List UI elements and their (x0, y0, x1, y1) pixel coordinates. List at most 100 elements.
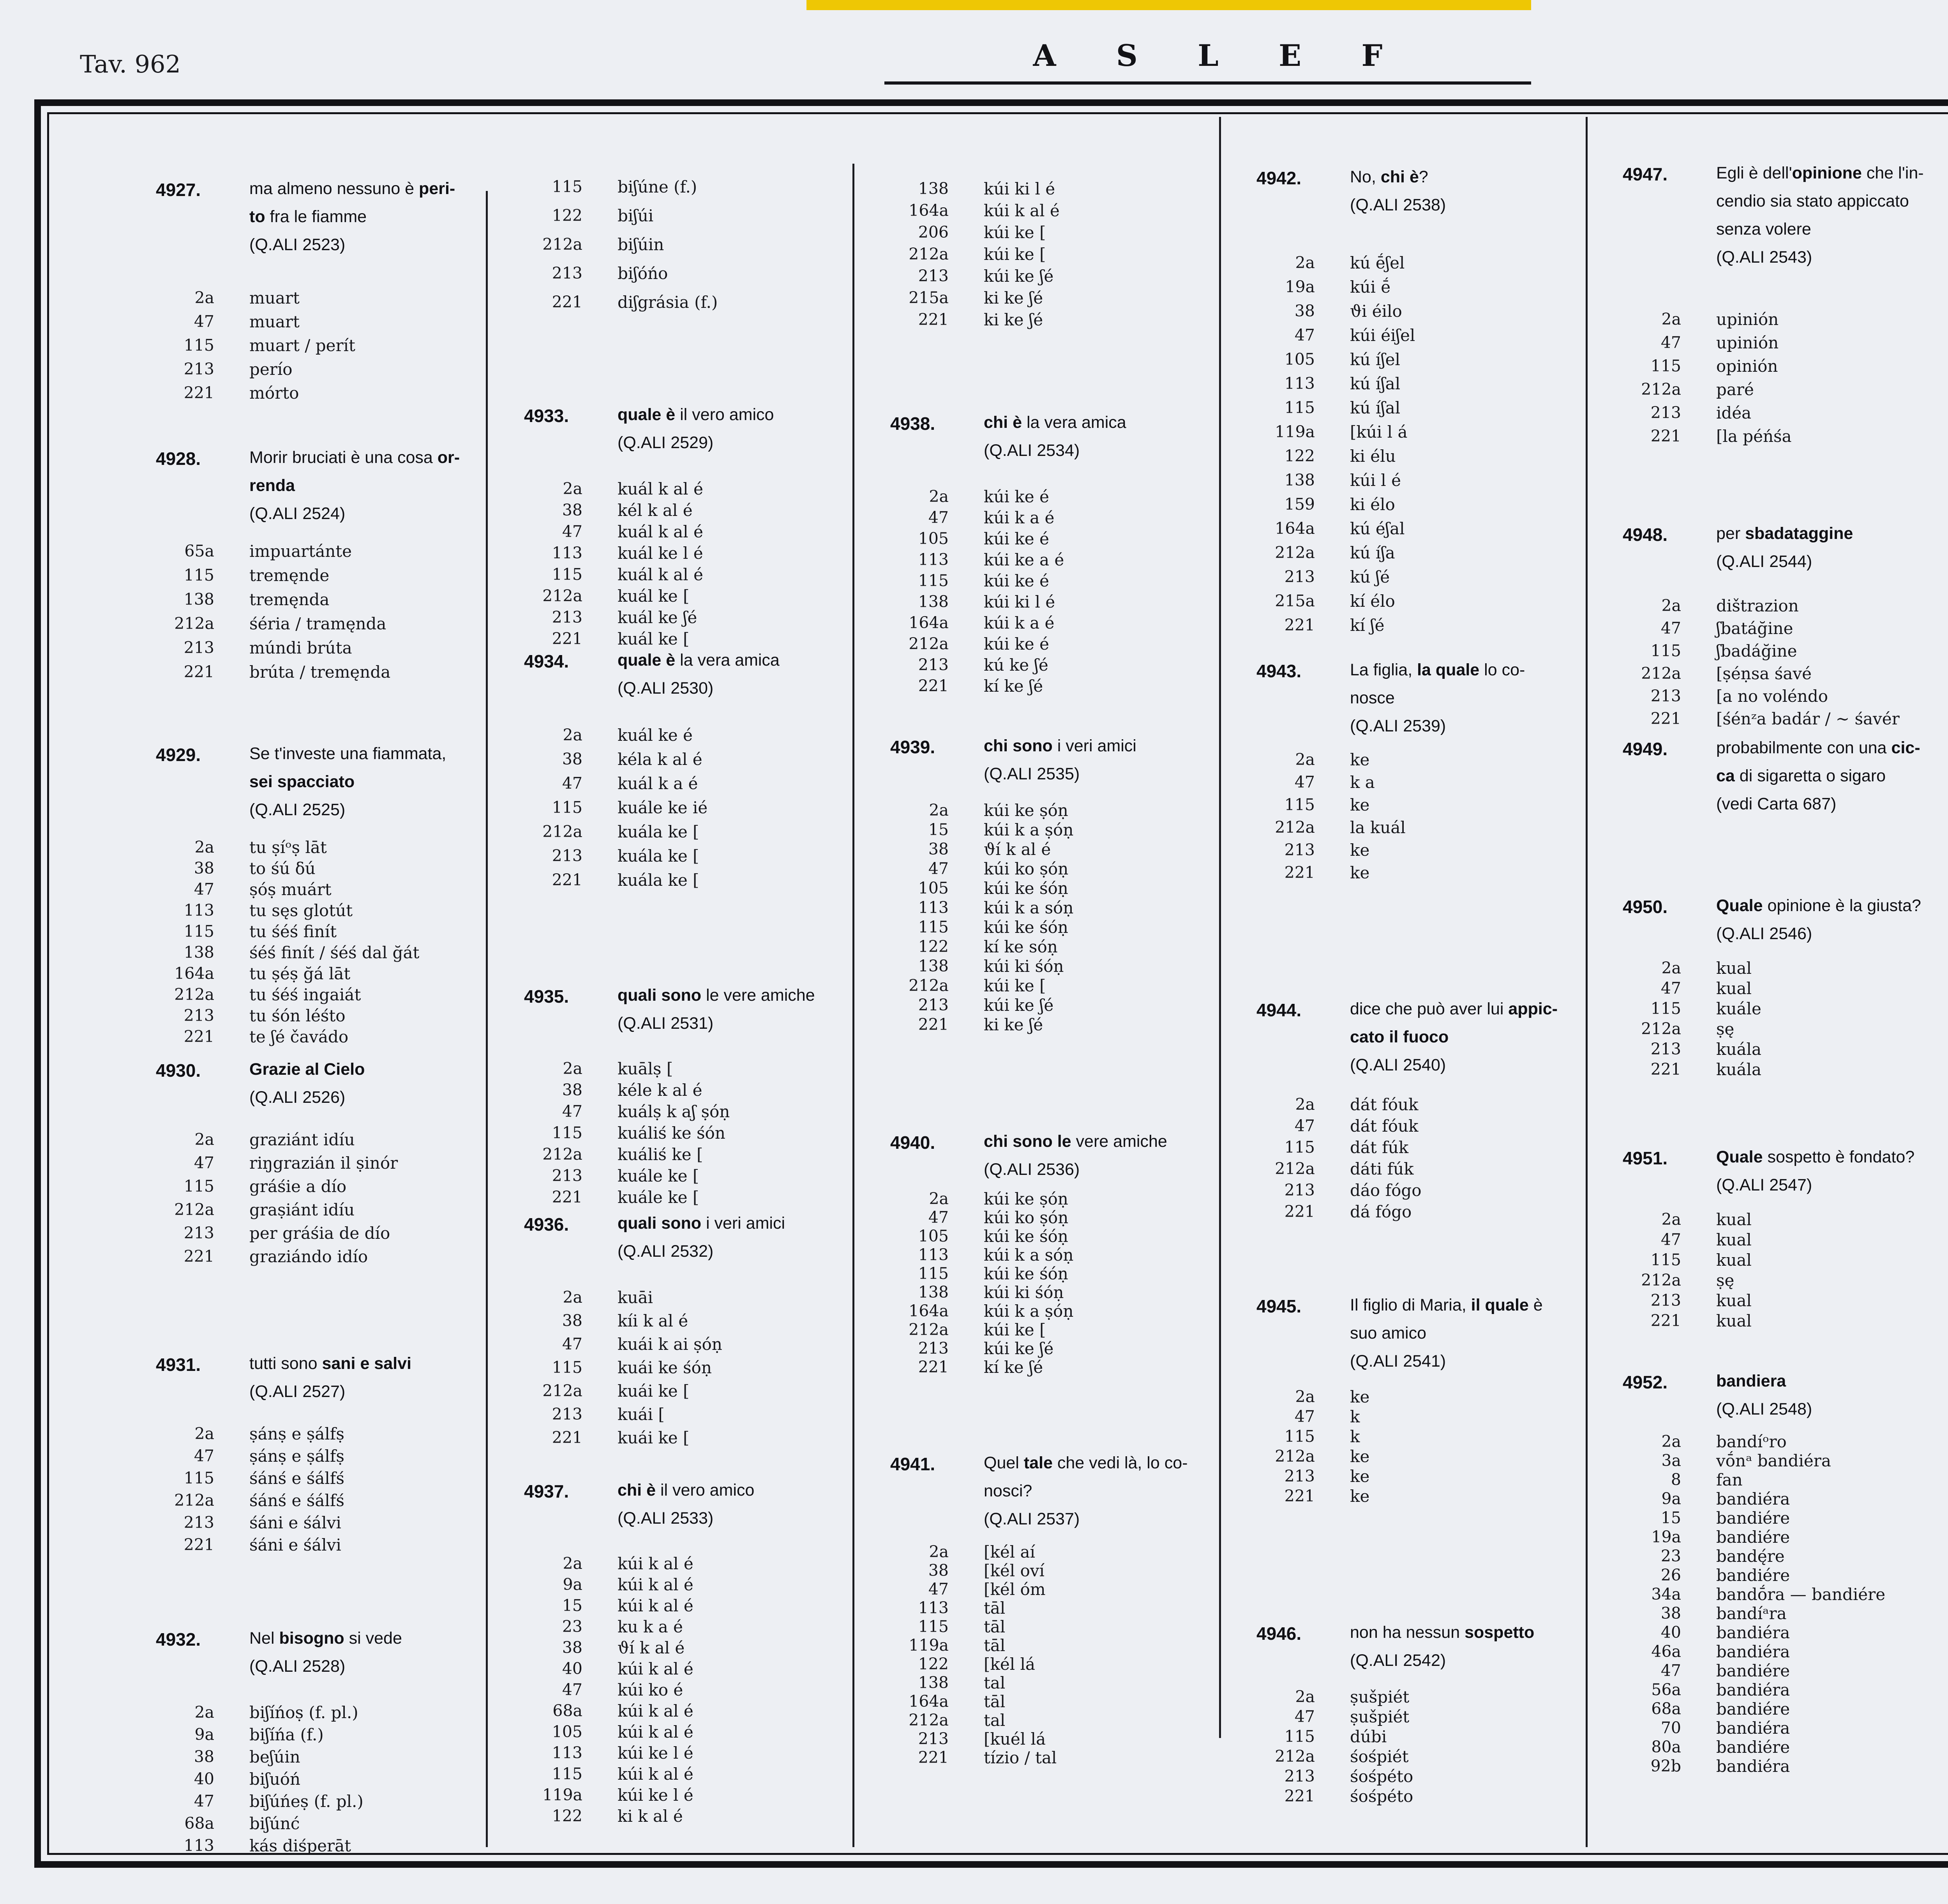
title-keyword: ca (1716, 767, 1735, 785)
entry-location-code: 138 (918, 1283, 949, 1302)
entry-location-code: 221 (1650, 709, 1681, 728)
entry-value: paré (1716, 380, 1754, 399)
entry-location-code: 221 (1650, 1311, 1681, 1330)
question-title-line: tutti sono sani e salvi (249, 1354, 411, 1373)
column-divider (486, 191, 488, 1847)
entry-location-code: 2a (1295, 1687, 1315, 1706)
title-keyword: cic- (1891, 738, 1920, 757)
entry-value: kúi k al é (618, 1575, 693, 1594)
entry-value: kual (1716, 959, 1752, 978)
entry-value: tu ṣéṣ ğá lāt (249, 964, 351, 983)
entry-value: biʃúńeṣ (f. pl.) (249, 1792, 363, 1811)
entry-value: kúi ki l é (984, 179, 1055, 198)
entry-location-code: 221 (1284, 863, 1315, 882)
title-text: (Q.ALI 2534) (984, 441, 1080, 460)
entry-location-code: 212a (909, 634, 949, 653)
title-text: (Q.ALI 2532) (618, 1242, 714, 1261)
entry-location-code: 212a (542, 822, 582, 841)
entry-value: kúi ke l é (618, 1786, 693, 1805)
entry-location-code: 47 (562, 1680, 582, 1699)
entry-value: ṣánṣ e ṣálfṣ (249, 1447, 344, 1466)
entry-value: kuála ke [ (618, 822, 699, 841)
entry-value: śáni e śálvi (249, 1535, 341, 1554)
entry-value: biʃíńoṣ (f. pl.) (249, 1703, 358, 1722)
entry-value: dát fúk (1350, 1138, 1409, 1157)
title-keyword: Quale (1716, 896, 1763, 915)
entry-location-code: 221 (184, 1247, 214, 1266)
entry-location-code: 138 (184, 943, 214, 962)
question-title-line: to fra le fiamme (249, 207, 367, 226)
entry-value: la kuál (1350, 818, 1406, 837)
entry-value: [ṣéṇsa śavé (1716, 664, 1812, 683)
question-title-line: Egli è dell'opinione che l'in- (1716, 164, 1924, 183)
title-text: i veri amici (1052, 737, 1136, 755)
question-number: 4942. (1256, 168, 1302, 188)
question-title-line: Quel tale che vedi là, lo co- (984, 1454, 1188, 1473)
entry-value: kúi ko é (618, 1680, 683, 1699)
entry-value: kuál k a é (618, 774, 698, 793)
entry-value: ʃbadáğine (1716, 641, 1797, 661)
title-text: che vedi là, lo co- (1052, 1454, 1188, 1472)
entry-value: ke (1350, 750, 1370, 769)
entry-location-code: 221 (184, 383, 214, 402)
entry-location-code: 38 (928, 1561, 949, 1580)
entry-location-code: 221 (1650, 427, 1681, 445)
title-keyword: quali sono (618, 1214, 701, 1233)
entry-location-code: 213 (1284, 1181, 1315, 1199)
entry-value: ki élu (1350, 447, 1396, 466)
question-title-line: nosci? (984, 1482, 1032, 1501)
entry-value: kual (1716, 1311, 1752, 1330)
question-title-line: (Q.ALI 2527) (249, 1382, 345, 1401)
entry-location-code: 212a (174, 1200, 214, 1219)
entry-location-code: 212a (1275, 1747, 1315, 1766)
entry-location-code: 212a (1275, 543, 1315, 562)
entry-location-code: 213 (184, 360, 214, 378)
entry-value: kuála (1716, 1040, 1762, 1059)
entry-location-code: 122 (1284, 447, 1315, 465)
entry-location-code: 115 (918, 918, 949, 936)
entry-location-code: 115 (1284, 1427, 1315, 1446)
entry-location-code: 221 (918, 1358, 949, 1376)
entry-location-code: 115 (552, 565, 582, 584)
entry-value: kúi éiʃel (1350, 326, 1415, 345)
entry-location-code: 68a (1651, 1699, 1681, 1718)
entry-location-code: 38 (562, 501, 582, 519)
title-keyword: tale (1023, 1454, 1053, 1472)
entry-value: bandę́re (1716, 1547, 1785, 1566)
entry-location-code: 221 (1284, 1787, 1315, 1805)
entry-value: kuála ke [ (618, 871, 699, 890)
entry-location-code: 34a (1651, 1585, 1681, 1604)
question-title-line: quale è il vero amico (618, 405, 774, 424)
entry-location-code: 115 (552, 1764, 582, 1783)
entry-location-code: 221 (184, 1027, 214, 1046)
question-title-line: (Q.ALI 2535) (984, 765, 1080, 784)
question-title-line: non ha nessun sospetto (1350, 1623, 1534, 1642)
entry-value: kúi ke śóṇ (984, 879, 1068, 898)
entry-value: kuál ke ʃé (618, 608, 697, 627)
question-title-line: chi è il vero amico (618, 1481, 754, 1500)
entry-value: bandiéra (1716, 1680, 1790, 1699)
entry-value: bandiére (1716, 1508, 1790, 1528)
title-text: (vedi Carta 687) (1716, 795, 1837, 813)
entry-location-code: 115 (1650, 1250, 1681, 1269)
entry-value: kúi ke l é (618, 1743, 693, 1763)
entry-location-code: 164a (909, 201, 949, 220)
entry-value: kúi ke śóṇ (984, 918, 1068, 937)
question-title-line: ca di sigaretta o sigaro (1716, 767, 1886, 786)
title-text: (Q.ALI 2548) (1716, 1400, 1812, 1418)
entry-location-code: 40 (194, 1770, 214, 1788)
entry-value: dúbi (1350, 1727, 1387, 1746)
entry-location-code: 115 (184, 1469, 214, 1487)
question-title-line: (Q.ALI 2543) (1716, 248, 1812, 267)
title-text: (Q.ALI 2524) (249, 504, 346, 523)
title-keyword: Grazie al Cielo (249, 1060, 365, 1079)
entry-location-code: 26 (1660, 1566, 1681, 1584)
question-title-line: nosce (1350, 689, 1395, 708)
title-keyword: quali sono (618, 986, 701, 1005)
entry-value: kúi ki śóṇ (984, 957, 1064, 976)
entry-value: kúi ke ʃé (984, 996, 1054, 1015)
entry-value: per gráśia de dío (249, 1224, 390, 1243)
entry-value: kuáliś ke śón (618, 1123, 725, 1143)
entry-location-code: 221 (1284, 616, 1315, 634)
title-keyword: chi è (984, 413, 1022, 432)
